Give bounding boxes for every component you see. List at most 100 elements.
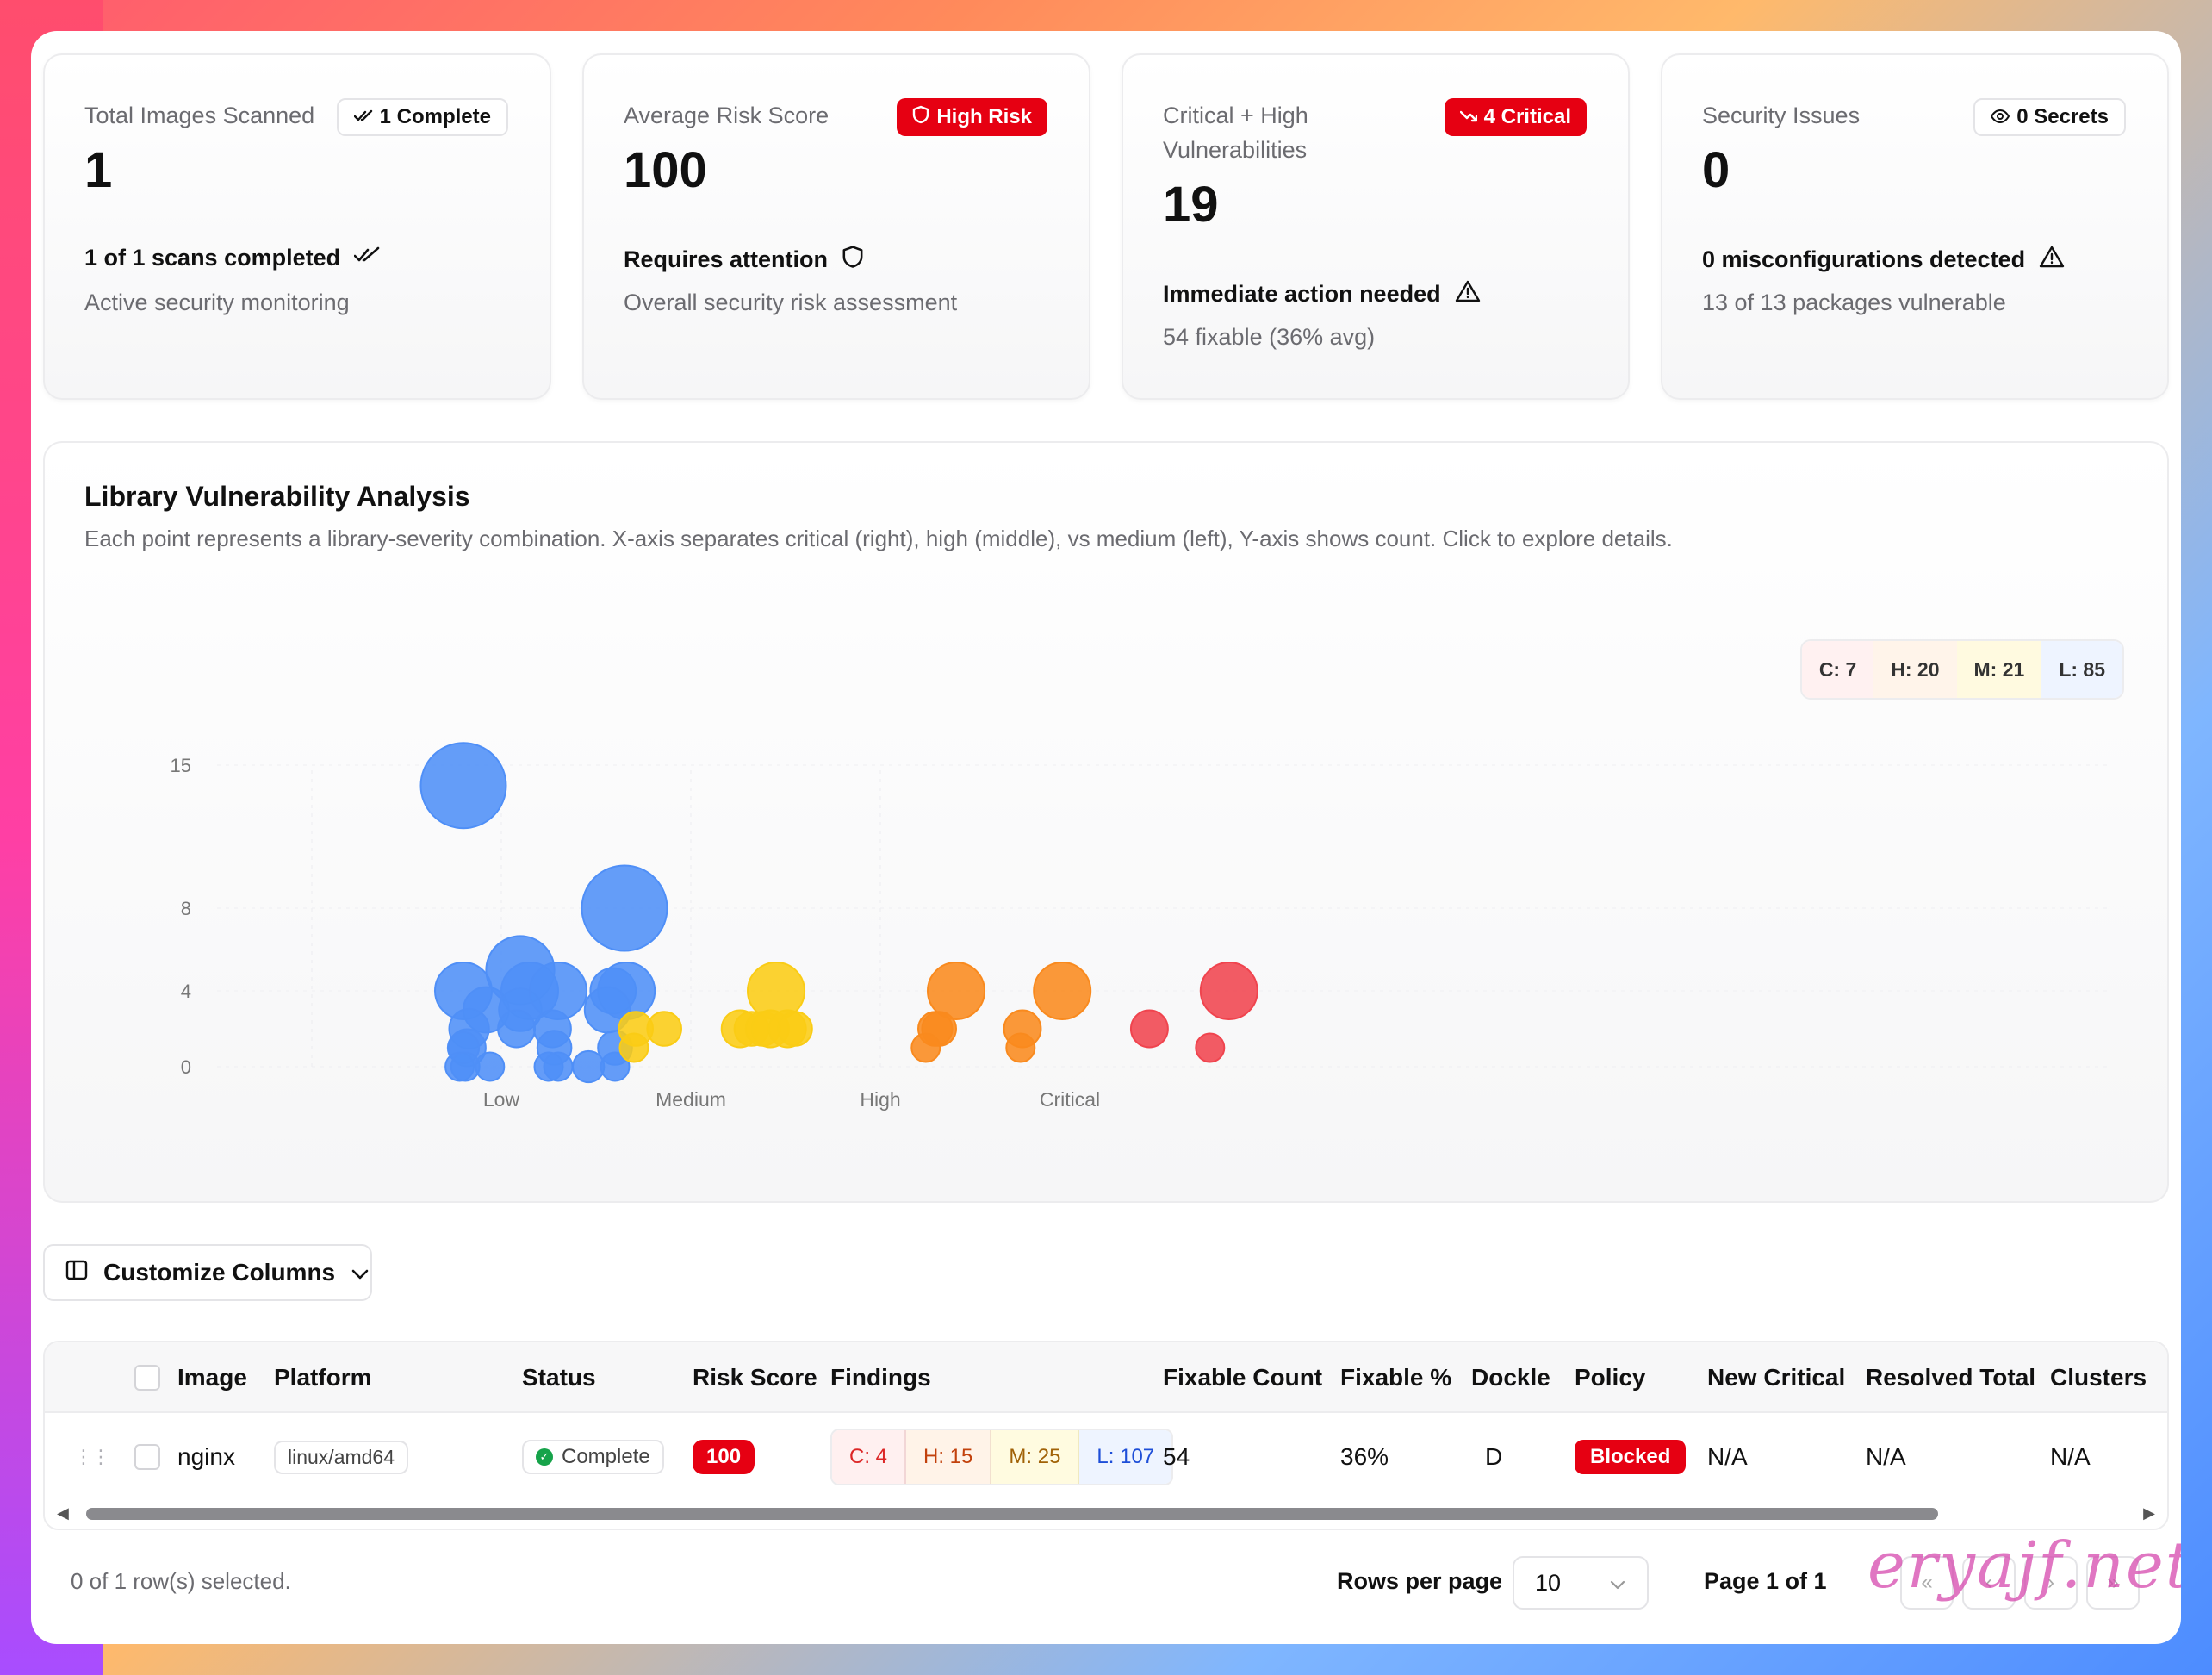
kpi-value: 100 [624,142,707,198]
column-header-new-critical[interactable]: New Critical [1707,1364,1846,1391]
cell-findings[interactable]: C: 4 H: 15 M: 25 L: 107 [830,1413,1174,1501]
chart-title: Library Vulnerability Analysis [84,481,470,512]
select-all-checkbox[interactable] [134,1342,160,1413]
last-page-button[interactable]: » [2086,1556,2140,1610]
bubble-high[interactable] [927,962,985,1020]
bubble-low[interactable] [543,1051,574,1082]
cell-clusters: N/A [2050,1443,2091,1470]
vulnerability-chart-card: 15 8 4 0 Low Medium High Critical Library Vulne… [43,441,2169,1203]
cell-image[interactable]: nginx [177,1443,235,1470]
column-header-risk-score[interactable]: Risk Score [693,1364,817,1391]
scroll-right-icon[interactable]: ▶ [2143,1504,2155,1522]
column-header-status[interactable]: Status [522,1364,596,1391]
scrollbar-thumb[interactable] [86,1508,1938,1520]
kpi-row: Total Images Scanned 1 Complete 1 1 of 1… [43,53,2169,400]
column-header-fixable-count[interactable]: Fixable Count [1163,1364,1323,1391]
bubble-medium[interactable] [777,1011,813,1047]
kpi-label: Security Issues [1702,103,1861,128]
kpi-sub-note: 13 of 13 packages vulnerable [1702,290,2006,315]
bubble-high[interactable] [1005,1032,1036,1063]
bubble-low[interactable] [497,1009,537,1049]
chevron-right-icon: › [2047,1571,2054,1594]
first-page-button[interactable]: « [1900,1556,1954,1610]
findings-breakdown[interactable]: C: 4 H: 15 M: 25 L: 107 [830,1429,1174,1485]
trend-down-icon [1459,105,1477,129]
kpi-badge-high-risk: High Risk [897,98,1047,136]
findings-critical: C: 4 [832,1430,907,1484]
bubble-low[interactable] [475,1051,506,1082]
bubble-medium[interactable] [618,1032,649,1063]
bubble-low[interactable] [600,1051,631,1082]
horizontal-scrollbar[interactable]: ◀ ▶ [45,1498,2167,1529]
cell-status: ✓ Complete [522,1413,664,1501]
rows-per-page-select[interactable]: 10 [1513,1556,1649,1610]
page-indicator: Page 1 of 1 [1704,1568,1827,1594]
y-tick-label: 8 [181,898,191,919]
chart-description: Each point represents a library-severity… [84,526,1673,551]
next-page-button[interactable]: › [2024,1556,2078,1610]
y-tick-label: 15 [171,755,191,776]
bubble-chart: 15 8 4 0 Low Medium High Critical [171,742,2112,1111]
table-row[interactable]: ⋮⋮ nginx linux/amd64 ✓ Complete 100 C: 4… [45,1413,2167,1501]
kpi-sub-status: Immediate action needed [1163,279,1481,309]
cell-dockle: D [1485,1443,1503,1470]
y-tick-label: 4 [181,981,191,1002]
watermark-logo: eryajf.net [1867,1529,2181,1603]
findings-low: L: 107 [1079,1430,1172,1484]
customize-columns-button[interactable]: Customize Columns [43,1244,372,1301]
kpi-label: Total Images Scanned [84,103,315,128]
column-header-platform[interactable]: Platform [274,1364,372,1391]
cell-platform: linux/amd64 [274,1413,409,1501]
column-header-findings[interactable]: Findings [830,1364,931,1391]
bubble-high[interactable] [1033,962,1092,1020]
table-header: Image Platform Status Risk Score Finding… [45,1342,2167,1413]
chevrons-left-icon: « [1921,1571,1933,1594]
legend-critical: C: 7 [1801,641,1874,698]
column-header-fixable-pct[interactable]: Fixable % [1340,1364,1452,1391]
risk-score-badge: 100 [693,1440,755,1474]
app-window: Total Images Scanned 1 Complete 1 1 of 1… [31,31,2181,1644]
previous-page-button[interactable]: ‹ [1962,1556,2016,1610]
row-checkbox[interactable] [134,1413,160,1501]
drag-handle-icon[interactable]: ⋮⋮ [74,1446,110,1467]
kpi-badge-secrets: 0 Secrets [1973,98,2126,136]
chevron-left-icon: ‹ [1985,1571,1992,1594]
selection-count: 0 of 1 row(s) selected. [71,1568,291,1594]
cell-risk-score: 100 [693,1413,755,1501]
chevrons-right-icon: » [2107,1571,2119,1594]
findings-high: H: 15 [906,1430,992,1484]
columns-icon [65,1259,88,1286]
findings-medium: M: 25 [991,1430,1080,1484]
y-tick-label: 0 [181,1056,191,1078]
policy-badge: Blocked [1575,1440,1687,1474]
x-tick-label: Low [483,1088,520,1111]
bubble-critical[interactable] [1195,1032,1226,1063]
column-header-resolved-total[interactable]: Resolved Total [1866,1364,2036,1391]
double-check-icon [353,105,373,129]
bubble-critical[interactable] [1129,1009,1169,1049]
kpi-label: Critical + High Vulnerabilities [1163,103,1308,163]
bubble-high[interactable] [910,1032,941,1063]
column-header-dockle[interactable]: Dockle [1471,1364,1550,1391]
warning-icon [1455,279,1481,309]
column-header-clusters[interactable]: Clusters [2050,1364,2147,1391]
x-tick-label: Medium [656,1088,726,1111]
chevron-down-icon [1609,1570,1626,1597]
severity-legend: C: 7 H: 20 M: 21 L: 85 [1799,639,2124,700]
status-badge: ✓ Complete [522,1440,664,1474]
kpi-sub-note: Overall security risk assessment [624,290,958,315]
kpi-card-critical-high: Critical + High Vulnerabilities 4 Critic… [1122,53,1630,400]
legend-medium: M: 21 [1956,641,2042,698]
bubble-critical[interactable] [1199,962,1258,1020]
legend-low: L: 85 [2041,641,2122,698]
chevron-down-icon [351,1259,370,1286]
column-header-policy[interactable]: Policy [1575,1364,1646,1391]
kpi-value: 0 [1702,142,1730,198]
column-header-image[interactable]: Image [177,1364,247,1391]
bubble-low[interactable] [581,864,668,952]
bubble-medium[interactable] [646,1011,683,1047]
scroll-left-icon[interactable]: ◀ [57,1504,69,1522]
bubble-low[interactable] [419,742,507,830]
shield-icon [842,245,864,275]
cell-fixable-pct: 36% [1340,1443,1389,1470]
